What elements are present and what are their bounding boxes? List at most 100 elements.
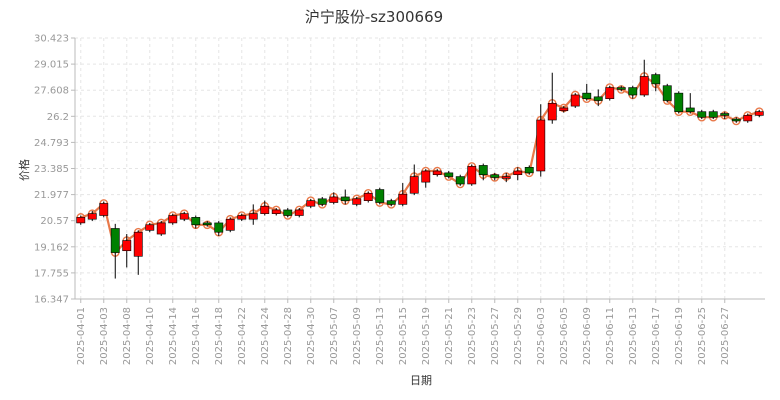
candle-body [478,165,488,176]
candle-body [145,224,155,231]
y-tick-label: 24.793 [34,138,69,149]
candle [582,83,592,101]
y-tick-label: 29.015 [34,60,69,71]
candle-body [513,170,523,176]
x-tick-label: 2025-06-09 [582,307,593,365]
candle [179,211,189,222]
candle [467,164,477,186]
x-tick-label: 2025-05-23 [467,307,478,365]
x-tick-label: 2025-05-29 [513,307,524,365]
candle [731,117,741,123]
x-tick-label: 2025-05-15 [398,307,409,365]
candle [248,204,258,225]
x-tick-label: 2025-06-19 [674,307,685,365]
y-tick-label: 23.385 [34,164,69,175]
candle [87,210,97,222]
candle [455,174,465,186]
candle-body [524,166,534,174]
candle-body [697,111,707,118]
candle [202,221,212,227]
x-tick-label: 2025-06-27 [720,307,731,365]
y-tick-label: 19.162 [34,242,69,253]
candle [133,230,143,275]
x-tick-label: 2025-06-17 [651,307,662,365]
candle-body [743,115,753,122]
candle-body [352,198,362,205]
candle [501,172,511,183]
candle [156,221,166,236]
candle-body [340,196,350,201]
candle-body [536,119,546,172]
candle-body [386,200,396,205]
candle [536,104,546,177]
candle [168,213,178,225]
candle [398,183,408,207]
candle-body [260,205,270,214]
candle [271,208,281,216]
x-tick-label: 2025-05-09 [352,307,363,365]
candle-body [570,94,580,107]
candle [306,198,316,209]
candle [110,223,120,279]
candle-body [329,196,339,203]
candle-body [283,209,293,216]
candle [490,172,500,181]
candle [720,111,730,120]
y-tick-label: 20.57 [40,216,69,227]
y-tick-label: 21.977 [34,190,69,201]
candle-body [593,96,603,101]
candle [628,85,638,99]
candle-body [237,215,247,220]
x-tick-label: 2025-06-05 [559,307,570,365]
x-tick-label: 2025-06-11 [605,307,616,365]
y-tick-label: 30.423 [34,34,69,45]
candle-body [467,166,477,185]
candle [260,200,270,216]
candle [697,109,707,120]
candle [559,106,569,113]
x-tick-label: 2025-06-13 [628,307,639,365]
close-price-line [80,75,760,254]
x-tick-label: 2025-04-08 [122,307,133,365]
candle-body [225,218,235,231]
candle-body [87,213,97,220]
close-line [76,72,764,257]
candle [225,217,235,233]
candle [754,109,764,118]
candle [605,85,615,101]
chart-title: 沪宁股份-sz300669 [305,8,443,26]
candle [294,208,304,218]
y-tick-label: 27.608 [34,86,69,97]
candle-body [294,209,304,216]
candle [743,113,753,123]
x-tick-label: 2025-05-07 [329,307,340,365]
candle-body [674,92,684,112]
candle-body [605,87,615,99]
candle-body [317,198,327,205]
x-tick-label: 2025-04-22 [237,307,248,365]
y-tick-label: 26.2 [47,112,69,123]
x-axis-label: 日期 [410,374,432,387]
candle-body [99,203,109,216]
candle-body [168,215,178,224]
candle-body [754,111,764,116]
candle-body [559,107,569,112]
candle-body [421,170,431,183]
candle-body [444,172,454,177]
candle [145,222,155,233]
x-tick-label: 2025-04-30 [306,307,317,365]
candle [122,234,132,268]
candle [708,109,718,120]
candle-body [651,74,661,85]
candle-body [639,76,649,96]
candle [524,165,534,175]
candles [76,59,764,279]
candle [547,72,557,124]
candle-body [662,85,672,101]
candle-body [490,174,500,178]
candle-body [375,189,385,203]
candle [352,196,362,207]
candle-body [708,111,718,118]
candle-body [409,176,419,194]
candle-body [616,87,626,90]
